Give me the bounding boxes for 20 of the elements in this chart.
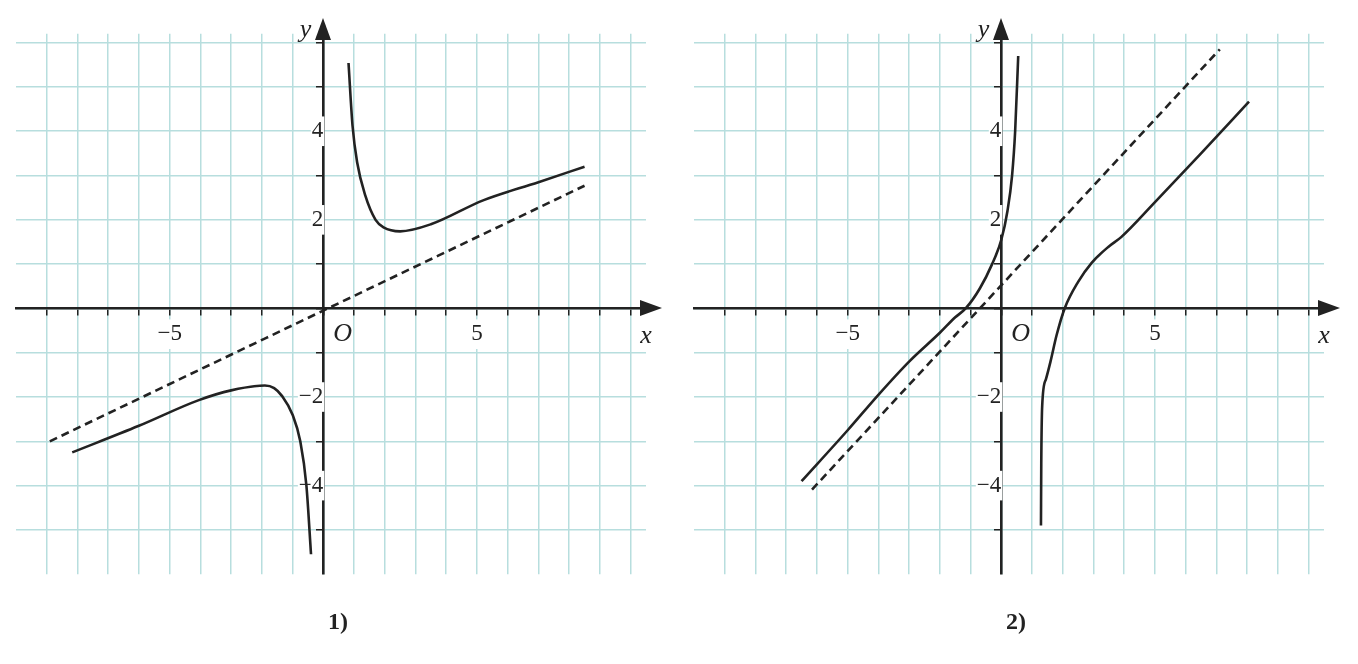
line-series — [347, 61, 586, 233]
text: 1) — [327, 608, 349, 635]
y-axis-title: y — [974, 13, 990, 43]
y-tick-label: −4 — [976, 471, 1002, 497]
x-tick-label: 5 — [471, 320, 483, 346]
x-tick-label: −5 — [157, 320, 182, 346]
text: 2) — [1005, 608, 1027, 635]
y-tick-label: 4 — [311, 117, 324, 143]
y-tick-label: 2 — [989, 205, 1002, 231]
y-tick-label: 2 — [311, 205, 324, 231]
y-tick-label: −2 — [976, 383, 1002, 409]
x-axis-title: x — [639, 320, 653, 350]
x-tick-label: 5 — [1149, 320, 1161, 346]
annotation: O — [1011, 318, 1031, 348]
y-axis-title: y — [296, 13, 312, 43]
y-tick-label: −2 — [298, 383, 324, 409]
x-tick-label: −5 — [835, 320, 860, 346]
annotation: O — [333, 318, 353, 348]
x-axis-title: x — [1317, 320, 1331, 350]
y-tick-label: 4 — [989, 117, 1002, 143]
